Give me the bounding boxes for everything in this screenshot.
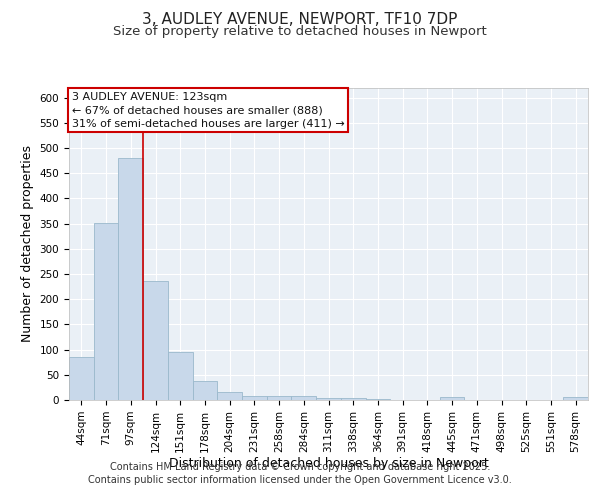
Bar xyxy=(217,392,242,400)
Bar xyxy=(69,357,94,400)
Bar xyxy=(292,396,316,400)
Text: 3 AUDLEY AVENUE: 123sqm
← 67% of detached houses are smaller (888)
31% of semi-d: 3 AUDLEY AVENUE: 123sqm ← 67% of detache… xyxy=(71,92,344,128)
Bar xyxy=(365,399,390,400)
Bar xyxy=(563,398,588,400)
Bar xyxy=(440,398,464,400)
X-axis label: Distribution of detached houses by size in Newport: Distribution of detached houses by size … xyxy=(169,458,488,470)
Bar xyxy=(193,382,217,400)
Bar xyxy=(316,398,341,400)
Text: 3, AUDLEY AVENUE, NEWPORT, TF10 7DP: 3, AUDLEY AVENUE, NEWPORT, TF10 7DP xyxy=(142,12,458,28)
Bar xyxy=(118,158,143,400)
Bar xyxy=(242,396,267,400)
Text: Contains public sector information licensed under the Open Government Licence v3: Contains public sector information licen… xyxy=(88,475,512,485)
Bar xyxy=(168,352,193,400)
Text: Contains HM Land Registry data © Crown copyright and database right 2025.: Contains HM Land Registry data © Crown c… xyxy=(110,462,490,472)
Text: Size of property relative to detached houses in Newport: Size of property relative to detached ho… xyxy=(113,25,487,38)
Y-axis label: Number of detached properties: Number of detached properties xyxy=(21,145,34,342)
Bar xyxy=(143,280,168,400)
Bar xyxy=(267,396,292,400)
Bar xyxy=(341,398,365,400)
Bar xyxy=(94,222,118,400)
